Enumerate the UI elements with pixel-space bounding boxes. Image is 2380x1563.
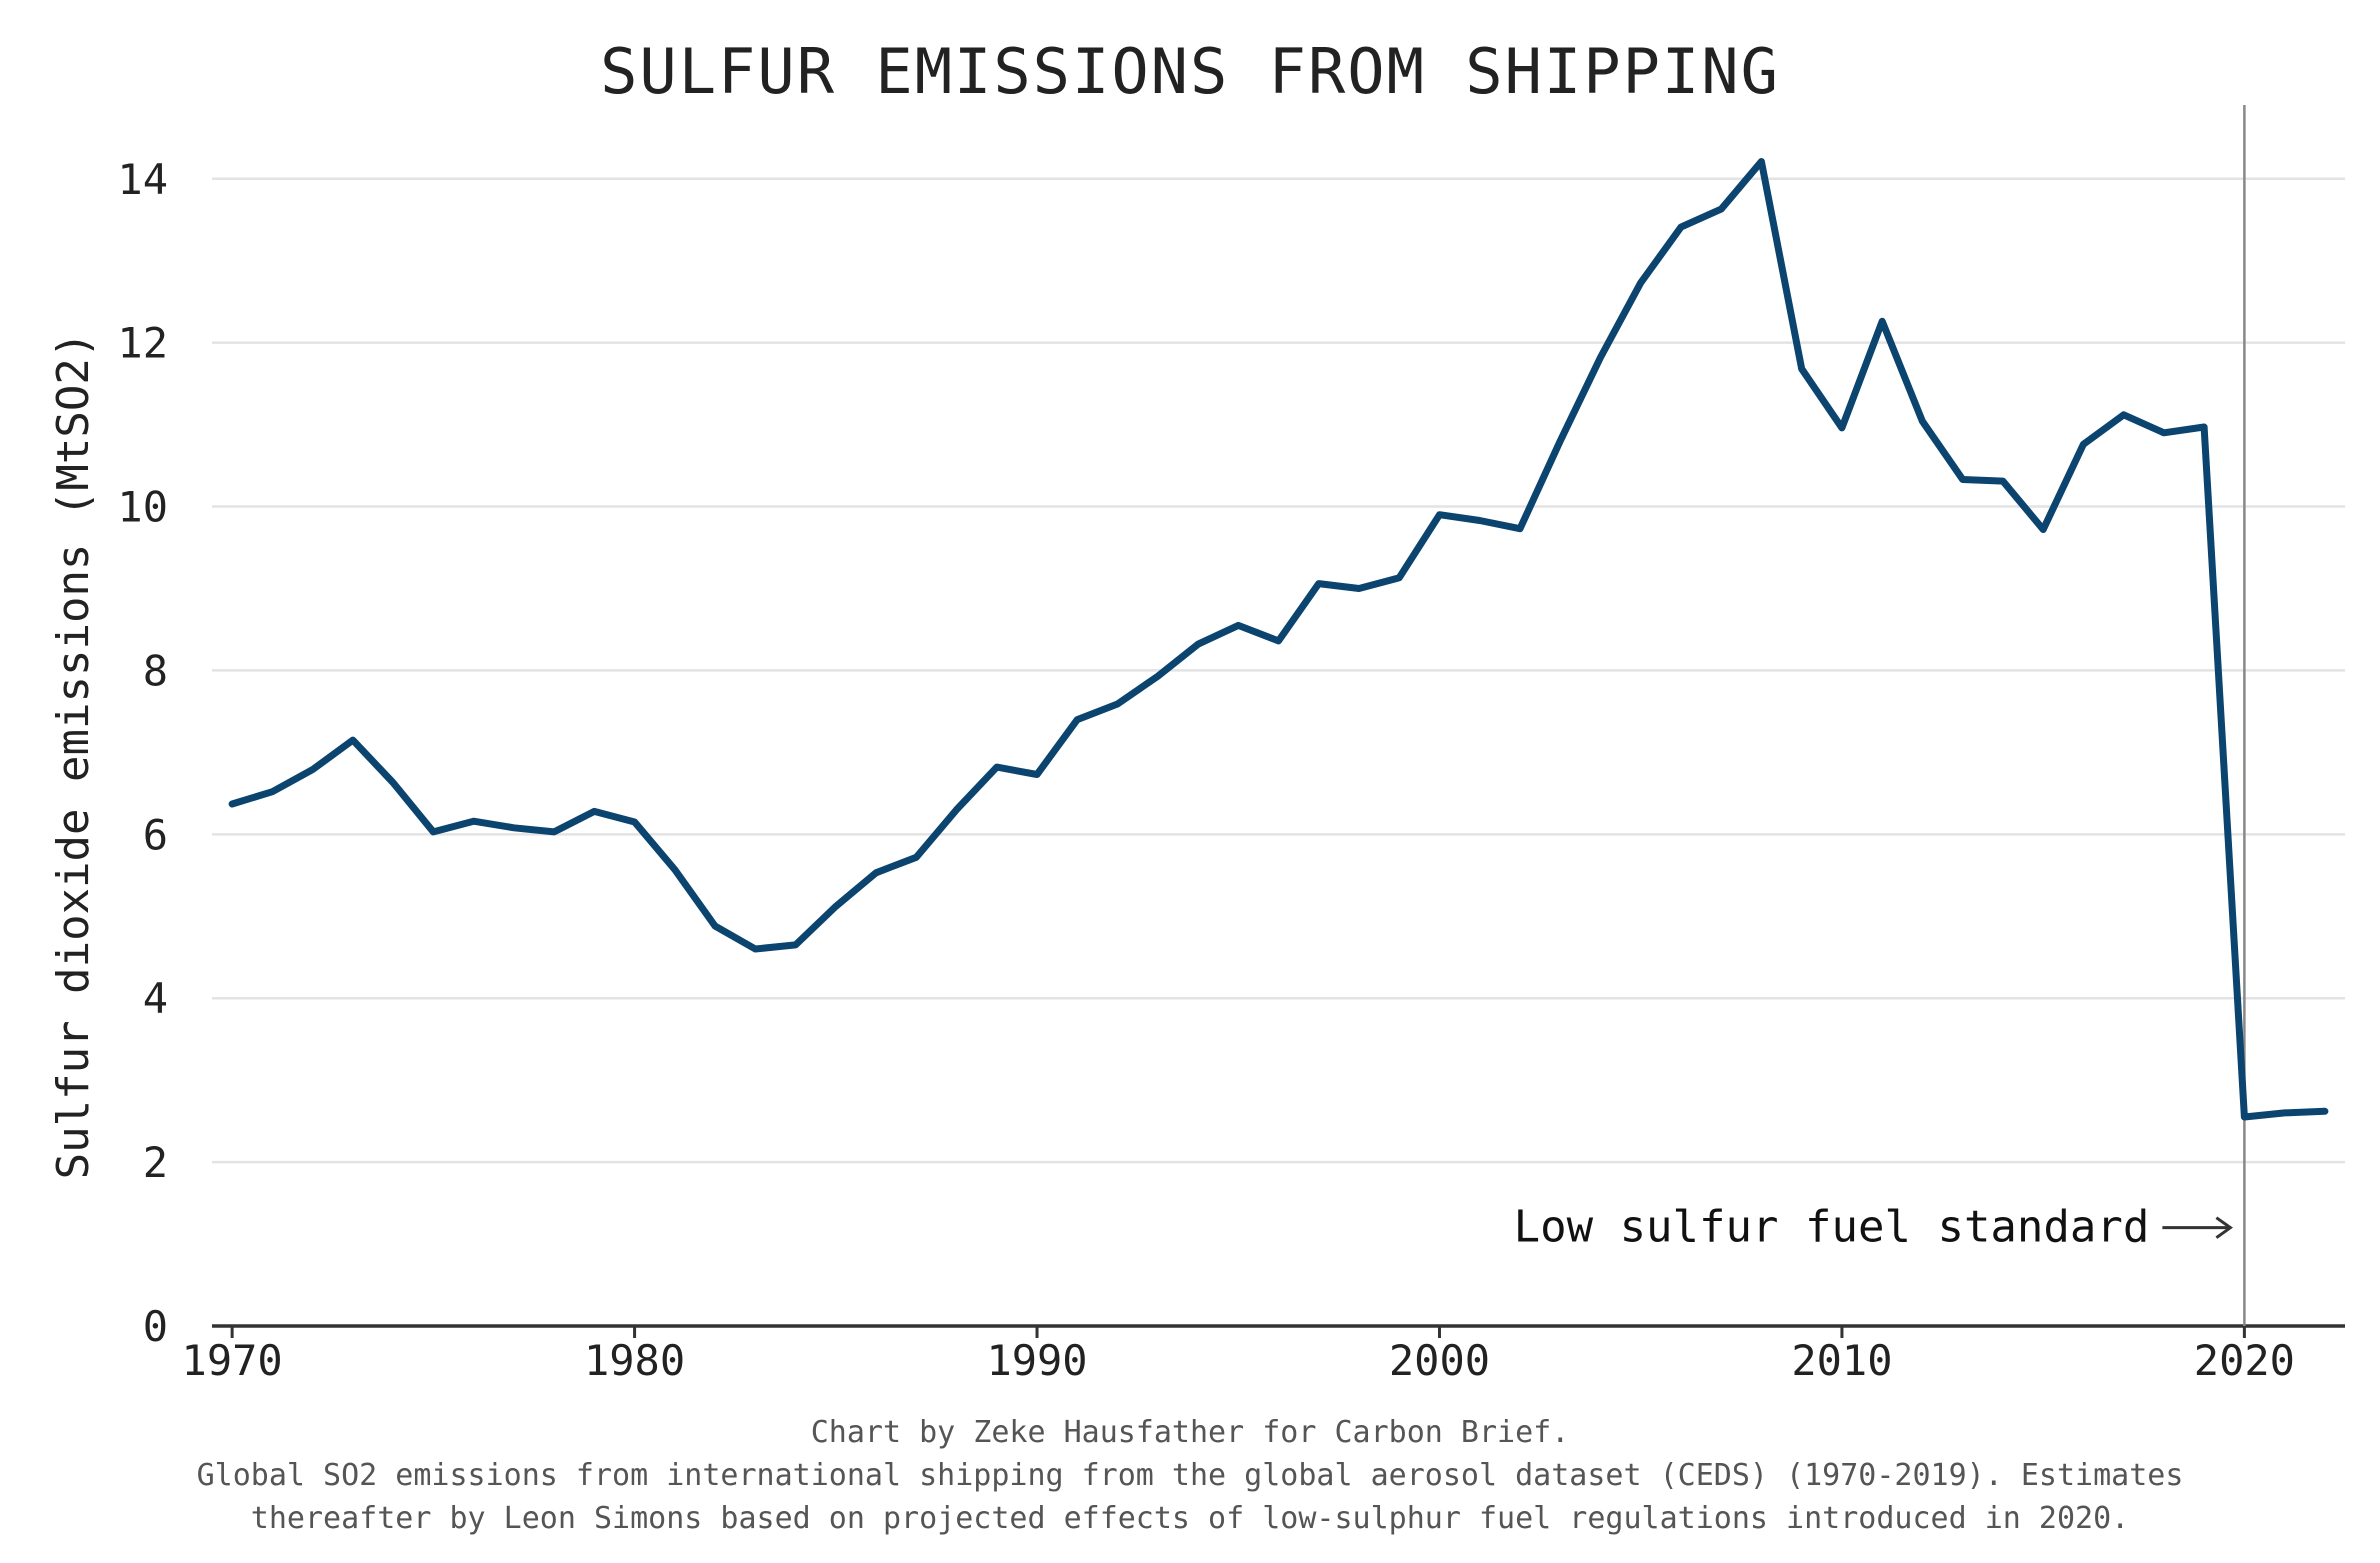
y-tick-label-0: 0	[143, 1302, 168, 1351]
arrow-right-icon	[2162, 1216, 2233, 1239]
x-tick-label-2010: 2010	[1791, 1336, 1892, 1385]
y-axis-ticks: 0 2 4 6 8 10 12 14	[117, 155, 168, 1351]
x-tick-label-2020: 2020	[2194, 1336, 2295, 1385]
series-layer	[228, 158, 2329, 1121]
y-tick-label-8: 8	[143, 646, 168, 695]
chart-title: SULFUR EMISSIONS FROM SHIPPING	[600, 35, 1780, 108]
y-tick-label-2: 2	[143, 1138, 168, 1187]
x-tick-label-1970: 1970	[182, 1336, 283, 1385]
y-tick-label-4: 4	[143, 974, 168, 1023]
caption-source-2: thereafter by Leon Simons based on proje…	[251, 1501, 2129, 1536]
x-tick-label-1980: 1980	[584, 1336, 685, 1385]
y-tick-label-6: 6	[143, 810, 168, 859]
caption-source-1: Global SO2 emissions from international …	[197, 1458, 2184, 1493]
y-tick-label-14: 14	[117, 155, 168, 204]
gridlines	[212, 177, 2345, 1164]
y-axis-label: Sulfur dioxide emissions (MtSO2)	[48, 332, 99, 1180]
y-tick-label-12: 12	[117, 319, 168, 368]
x-tick-label-1990: 1990	[986, 1336, 1087, 1385]
caption-credit: Chart by Zeke Hausfather for Carbon Brie…	[811, 1415, 1570, 1450]
y-tick-label-10: 10	[117, 483, 168, 532]
annotation-label: Low sulfur fuel standard	[1514, 1202, 2150, 1253]
series-line-0	[228, 158, 2329, 1121]
x-axis: 1970 1980 1990 2000 2010 2020	[182, 1324, 2345, 1385]
x-tick-label-2000: 2000	[1389, 1336, 1490, 1385]
